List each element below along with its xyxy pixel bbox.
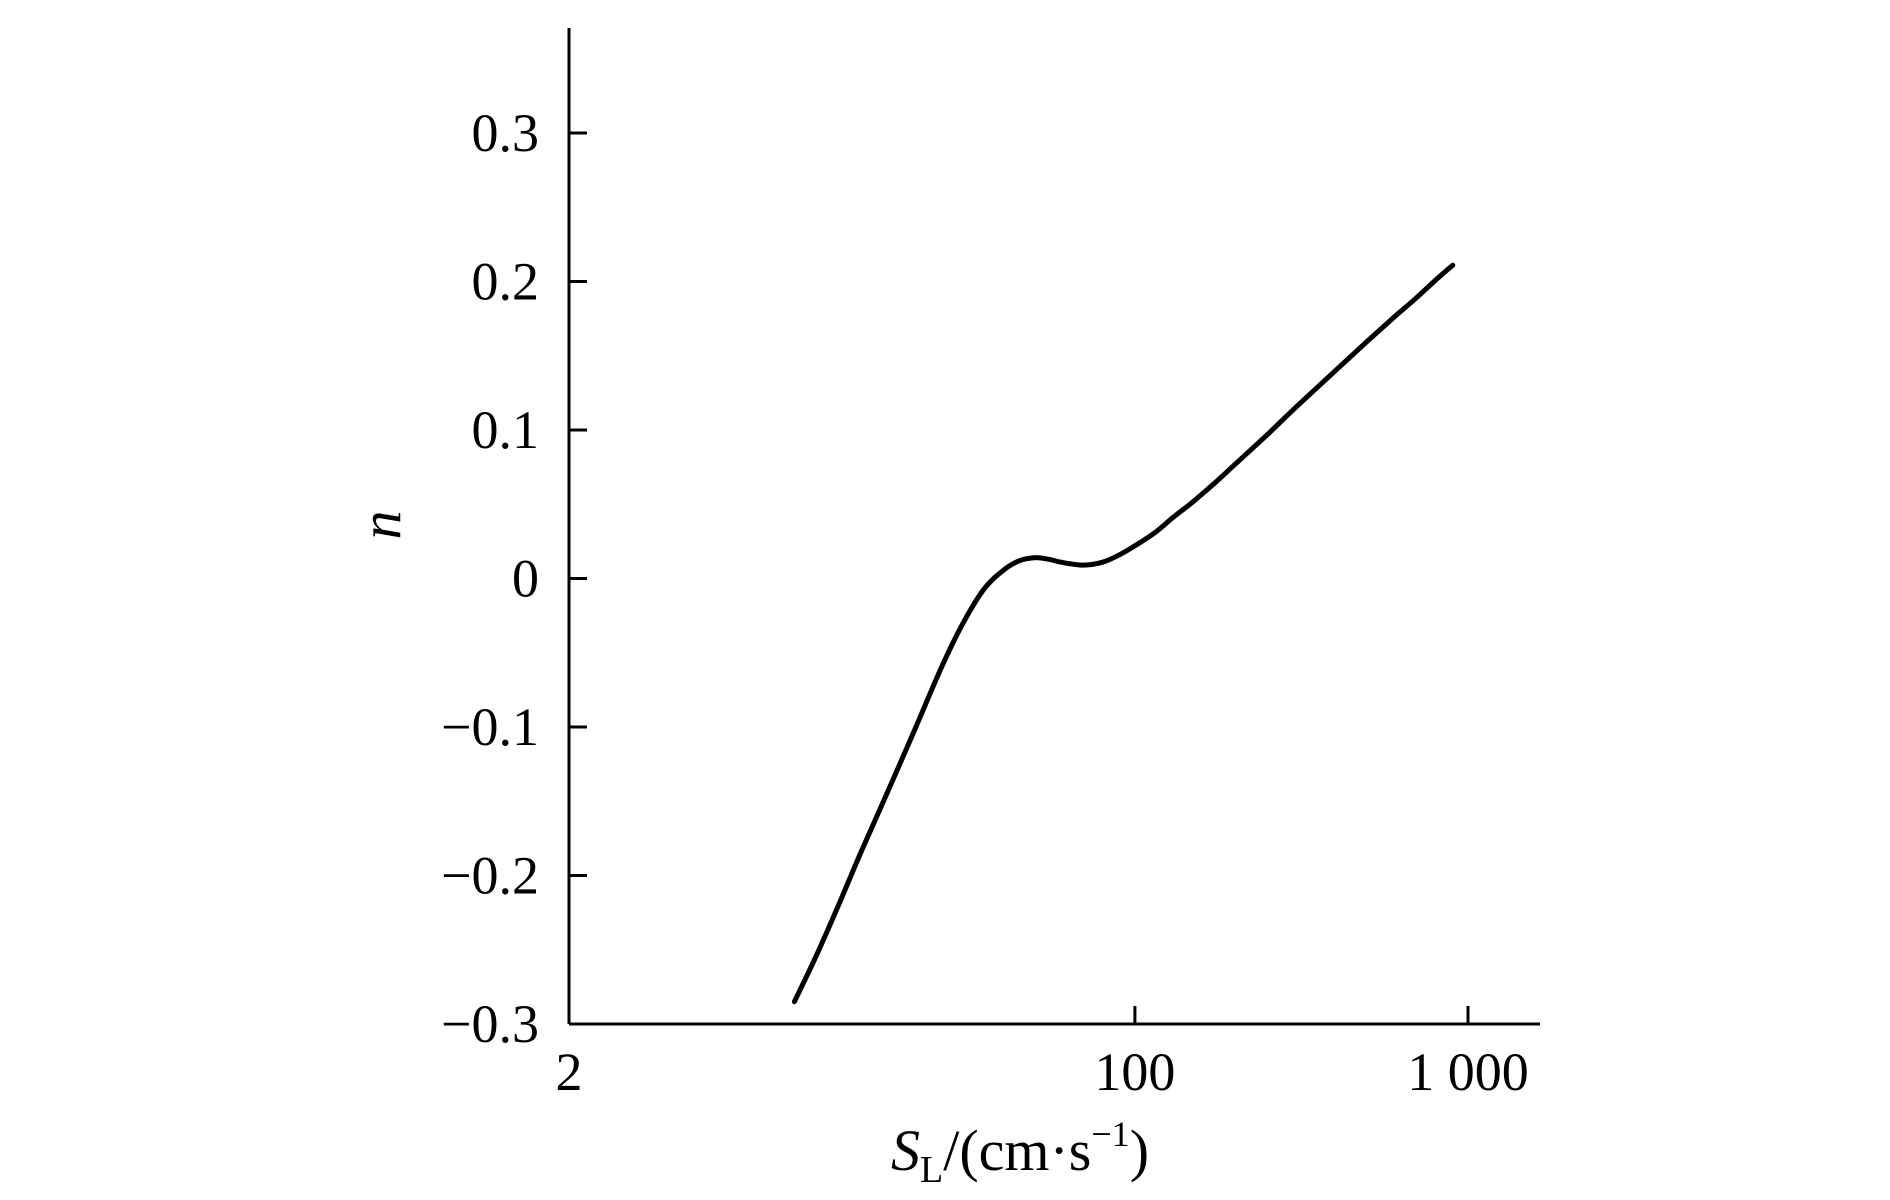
y-tick-label: 0: [512, 549, 539, 609]
x-axis-label-exponent: −1: [1091, 1114, 1129, 1154]
y-tick-label: −0.3: [441, 994, 539, 1054]
y-tick-label: −0.2: [441, 846, 539, 906]
y-tick-label: 0.2: [472, 252, 540, 312]
x-ticks: 2 100 1 000: [556, 1006, 1529, 1102]
y-tick-label: 0.1: [472, 400, 540, 460]
x-axis-label-symbol: S: [891, 1118, 920, 1183]
y-tick-label: 0.3: [472, 103, 540, 163]
x-tick-label: 100: [1094, 1042, 1175, 1102]
x-axis-label: SL/(cm·s−1): [891, 1114, 1149, 1191]
y-ticks: −0.3 −0.2 −0.1 0 0.1 0.2 0.3: [441, 103, 587, 1054]
x-tick-label: 2: [556, 1042, 583, 1102]
x-axis-label-close: ): [1130, 1118, 1149, 1183]
y-axis-label: n: [348, 511, 413, 540]
x-tick-label: 1 000: [1407, 1042, 1529, 1102]
x-axis-label-unit: /(cm·s: [943, 1118, 1091, 1183]
series-line: [791, 262, 1456, 1005]
x-axis-label-subscript: L: [920, 1149, 943, 1191]
y-tick-label: −0.1: [441, 697, 539, 757]
axes: [567, 28, 1540, 1026]
